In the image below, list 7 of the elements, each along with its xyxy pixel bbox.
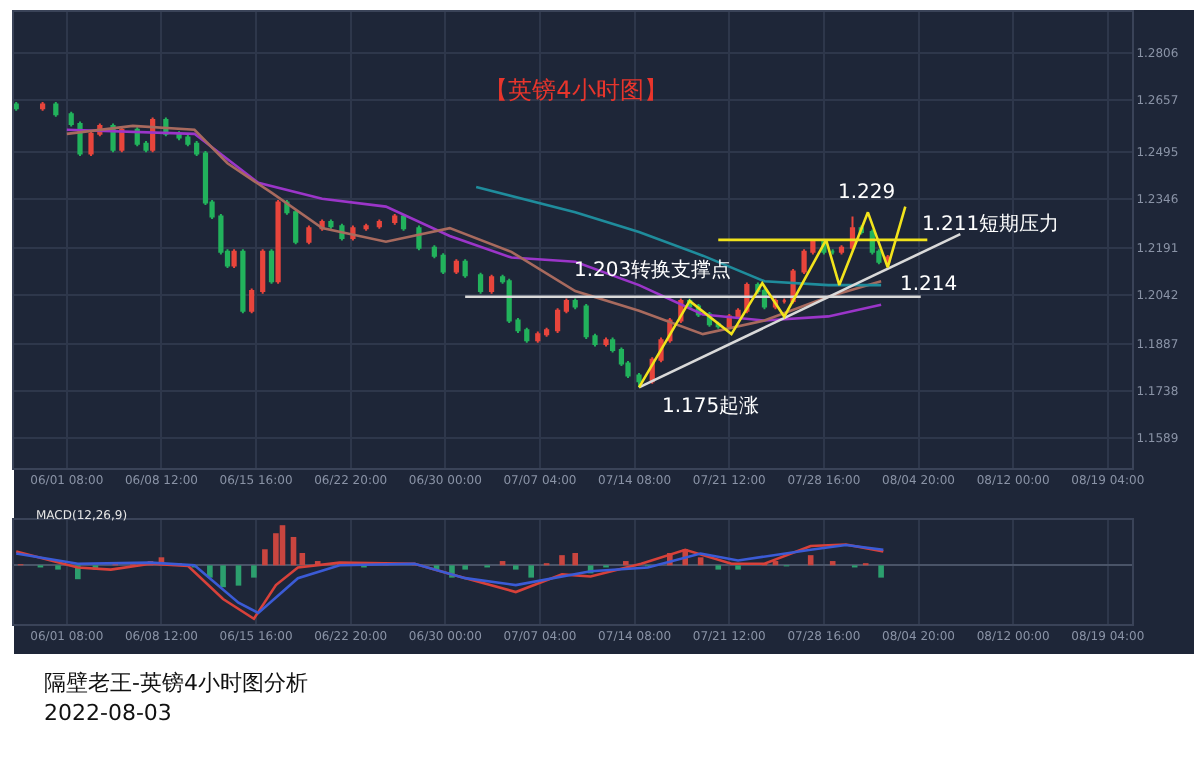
text: 隔壁老王-英镑4小时图分析: [44, 668, 308, 698]
text: 【英镑4小时图】: [484, 76, 668, 105]
text: 2022-08-03: [44, 698, 174, 728]
annotation: 1.229: [838, 182, 896, 204]
annotation: 1.211短期压力: [922, 212, 1060, 236]
annotation: 1.214: [900, 274, 958, 296]
annotation: 1.175起涨: [662, 394, 760, 418]
